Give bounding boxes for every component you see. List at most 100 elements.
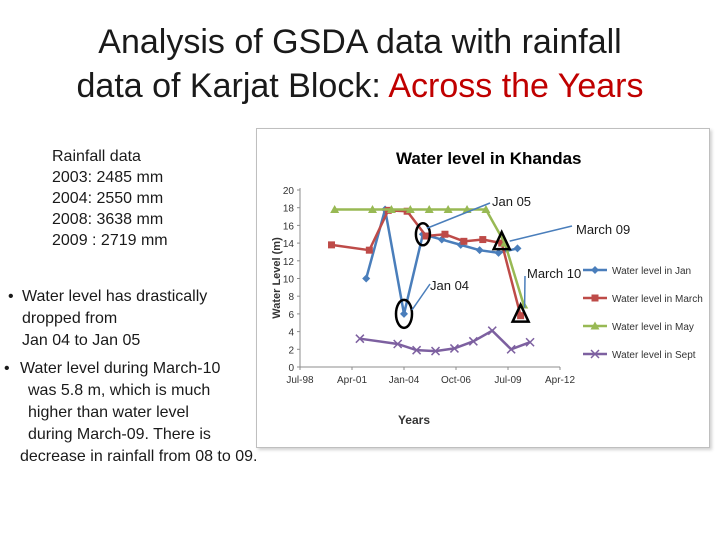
data-point-series-3 (481, 204, 491, 213)
legend-label: Water level in Sept (612, 350, 696, 361)
y-tick-label: 8 (288, 292, 294, 303)
data-point-series-2 (328, 241, 336, 249)
data-point-series-4 (468, 336, 478, 346)
chart-frame (256, 128, 710, 448)
data-point-series-4 (355, 334, 365, 344)
data-point-series-2 (460, 237, 468, 245)
y-tick-label: 2 (288, 345, 294, 356)
x-tick-label: Jul-09 (494, 375, 522, 386)
data-point-series-4-stroke-b (449, 343, 459, 353)
callout-line-jan04 (411, 283, 431, 311)
data-point-series-4-stroke-b (525, 337, 535, 347)
rainfall-row-2009: 2009 : 2719 mm (52, 232, 168, 249)
rainfall-row-2008: 2008: 3638 mm (52, 211, 164, 228)
y-tick-label: 20 (283, 186, 295, 197)
rainfall-heading: Rainfall data (52, 148, 141, 165)
data-point-series-4 (506, 344, 516, 354)
legend-label: Water level in Jan (612, 266, 691, 277)
data-point-series-3 (405, 204, 415, 213)
data-point-series-2 (365, 246, 373, 254)
legend-swatch-marker (591, 266, 599, 274)
title-line-1: Analysis of GSDA data with rainfall (98, 23, 622, 61)
data-point-series-4-stroke-b (355, 334, 365, 344)
annotation-march09: March 09 (576, 222, 630, 237)
data-point-series-2 (422, 232, 430, 240)
legend-swatch-marker (590, 349, 600, 359)
data-point-series-3 (386, 204, 396, 213)
data-point-series-1 (513, 244, 522, 253)
data-point-series-2 (479, 236, 487, 244)
rainfall-data-block: Rainfall data 2003: 2485 mm 2004: 2550 m… (52, 146, 168, 251)
y-axis-label: Water Level (m) (271, 237, 283, 319)
data-point-series-3 (443, 204, 453, 213)
data-point-series-4-stroke-b (430, 346, 441, 356)
bullet-2-line-1: Water level during March-10 (20, 360, 221, 377)
y-tick-label: 16 (283, 221, 295, 232)
x-tick-label: Oct-06 (441, 375, 471, 386)
data-point-series-1 (400, 309, 408, 318)
rainfall-row-2004: 2004: 2550 mm (52, 190, 164, 207)
legend-label: Water level in May (612, 322, 694, 333)
title-line-2-prefix: data of Karjat Block: (76, 67, 389, 105)
series-line-3 (334, 208, 525, 306)
legend-swatch-marker (591, 294, 599, 302)
highlight-triangle-march09 (491, 229, 512, 251)
y-tick-label: 12 (283, 257, 295, 268)
highlight-oval-jan04 (394, 298, 414, 330)
callout-line-march09 (509, 225, 573, 242)
annotation-march10: March 10 (527, 266, 581, 281)
data-point-series-4 (412, 345, 422, 355)
callout-line-jan05 (426, 202, 491, 229)
data-point-series-4-stroke-b (393, 339, 403, 349)
annotation-jan05: Jan 05 (492, 194, 531, 209)
x-tick-label: Apr-12 (545, 375, 575, 386)
data-point-series-1 (475, 246, 484, 255)
data-point-series-4-stroke-b (506, 344, 516, 354)
y-tick-label: 6 (288, 310, 294, 321)
x-axis-label: Years (398, 413, 430, 427)
data-point-series-3 (367, 204, 377, 213)
x-tick-label: Jul-98 (286, 375, 314, 386)
bullet-item-jan-drop: • Water level has drastically dropped fr… (8, 286, 308, 352)
data-point-series-4 (525, 337, 535, 347)
legend-swatch-marker (590, 321, 600, 330)
data-point-series-3 (424, 204, 434, 213)
bullet-1-line-1: Water level has drastically (22, 288, 208, 305)
data-point-series-4 (430, 346, 441, 356)
chart-title: Water level in Khandas (396, 149, 581, 168)
highlight-oval-jan05 (414, 222, 432, 247)
data-point-series-2 (517, 312, 525, 320)
bullet-2-line-4: during March-09. There is (28, 426, 211, 443)
bullet-marker: • (4, 360, 10, 377)
data-point-series-4-stroke-b (468, 336, 478, 346)
y-tick-label: 10 (283, 275, 295, 286)
y-tick-label: 0 (288, 363, 294, 374)
bullet-list: • Water level has drastically dropped fr… (4, 286, 308, 472)
bullet-item-march-level: • Water level during March-10 was 5.8 m,… (4, 358, 308, 468)
bullet-1-line-2: dropped from (22, 310, 118, 327)
data-point-series-2 (498, 239, 506, 247)
annotation-jan04: Jan 04 (430, 278, 469, 293)
title-line-2-accent: Across the Years (388, 67, 644, 105)
series-line-2 (331, 209, 522, 316)
data-point-series-3 (330, 204, 340, 213)
highlight-triangle-march10 (510, 301, 531, 323)
y-tick-label: 18 (283, 204, 295, 215)
data-point-series-2 (441, 230, 449, 238)
legend-swatch-marker-stroke-b (590, 349, 600, 359)
bullet-2-line-5: decrease in rainfall from 08 to 09. (20, 448, 258, 465)
data-point-series-1 (362, 274, 371, 283)
y-tick-label: 4 (288, 328, 294, 339)
series-line-4 (359, 329, 531, 353)
title-line-2: data of Karjat Block: Across the Years (0, 64, 720, 108)
data-point-series-1 (494, 248, 503, 257)
bullet-2-line-3: higher than water level (28, 404, 189, 421)
x-tick-label: Jan-04 (389, 375, 420, 386)
data-point-series-4-stroke-b (487, 326, 497, 336)
data-point-series-4 (449, 343, 459, 353)
data-point-series-4 (487, 326, 497, 336)
data-point-series-4-stroke-b (412, 345, 422, 355)
rainfall-row-2003: 2003: 2485 mm (52, 169, 164, 186)
bullet-1-line-3: Jan 04 to Jan 05 (22, 332, 141, 349)
